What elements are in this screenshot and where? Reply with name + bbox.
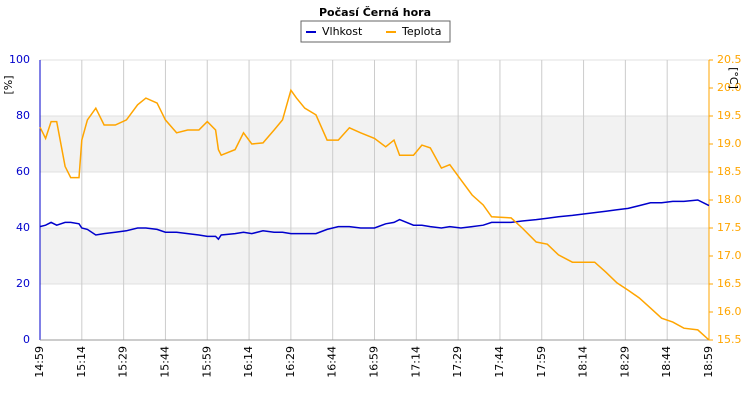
y-axis-label: [%]	[2, 75, 15, 94]
x-tick-label: 17:44	[493, 346, 506, 378]
x-tick-label: 15:44	[158, 346, 171, 378]
x-tick-label: 16:14	[242, 346, 255, 378]
x-tick-label: 15:59	[200, 346, 213, 378]
y-tick-label: 40	[16, 221, 30, 234]
series-line	[39, 88, 710, 341]
y2-tick-label: 18.0	[717, 193, 742, 206]
y2-tick-label: 20.5	[717, 53, 742, 66]
legend: Vlhkost Teplota	[300, 20, 451, 43]
y2-tick-label: 17.5	[717, 221, 742, 234]
x-tick-label: 15:29	[117, 346, 130, 378]
x-tick-label: 18:29	[618, 346, 631, 378]
legend-label: Vlhkost	[322, 25, 363, 38]
y2-tick-label: 17.0	[717, 249, 742, 262]
y2-tick-label: 19.5	[717, 109, 742, 122]
y-tick-label: 0	[23, 333, 30, 346]
legend-label: Teplota	[401, 25, 441, 38]
y2-tick-label: 19.0	[717, 137, 742, 150]
x-tick-label: 16:59	[368, 346, 381, 378]
x-tick-label: 16:29	[284, 346, 297, 378]
y2-axis-label: [°C]	[727, 67, 740, 89]
x-tick-label: 16:44	[326, 346, 339, 378]
y-tick-label: 80	[16, 109, 30, 122]
y-tick-label: 60	[16, 165, 30, 178]
y2-tick-label: 20.0	[717, 81, 742, 94]
x-tick-label: 18:59	[702, 346, 715, 378]
x-tick-label: 14:59	[33, 346, 46, 378]
x-tick-label: 18:44	[660, 346, 673, 378]
legend-box	[300, 20, 451, 43]
x-tick-label: 18:14	[577, 346, 590, 378]
y2-tick-label: 16.5	[717, 277, 742, 290]
y2-tick-label: 15.5	[717, 333, 742, 346]
chart-title: Počasí Černá hora	[319, 6, 431, 19]
y2-tick-label: 18.5	[717, 165, 742, 178]
x-tick-label: 17:59	[535, 346, 548, 378]
series-line	[39, 199, 710, 241]
y2-tick-label: 16.0	[717, 305, 742, 318]
y-tick-label: 100	[9, 53, 30, 66]
x-tick-label: 15:14	[75, 346, 88, 378]
x-tick-label: 17:29	[451, 346, 464, 378]
y-tick-label: 20	[16, 277, 30, 290]
x-tick-label: 17:14	[409, 346, 422, 378]
